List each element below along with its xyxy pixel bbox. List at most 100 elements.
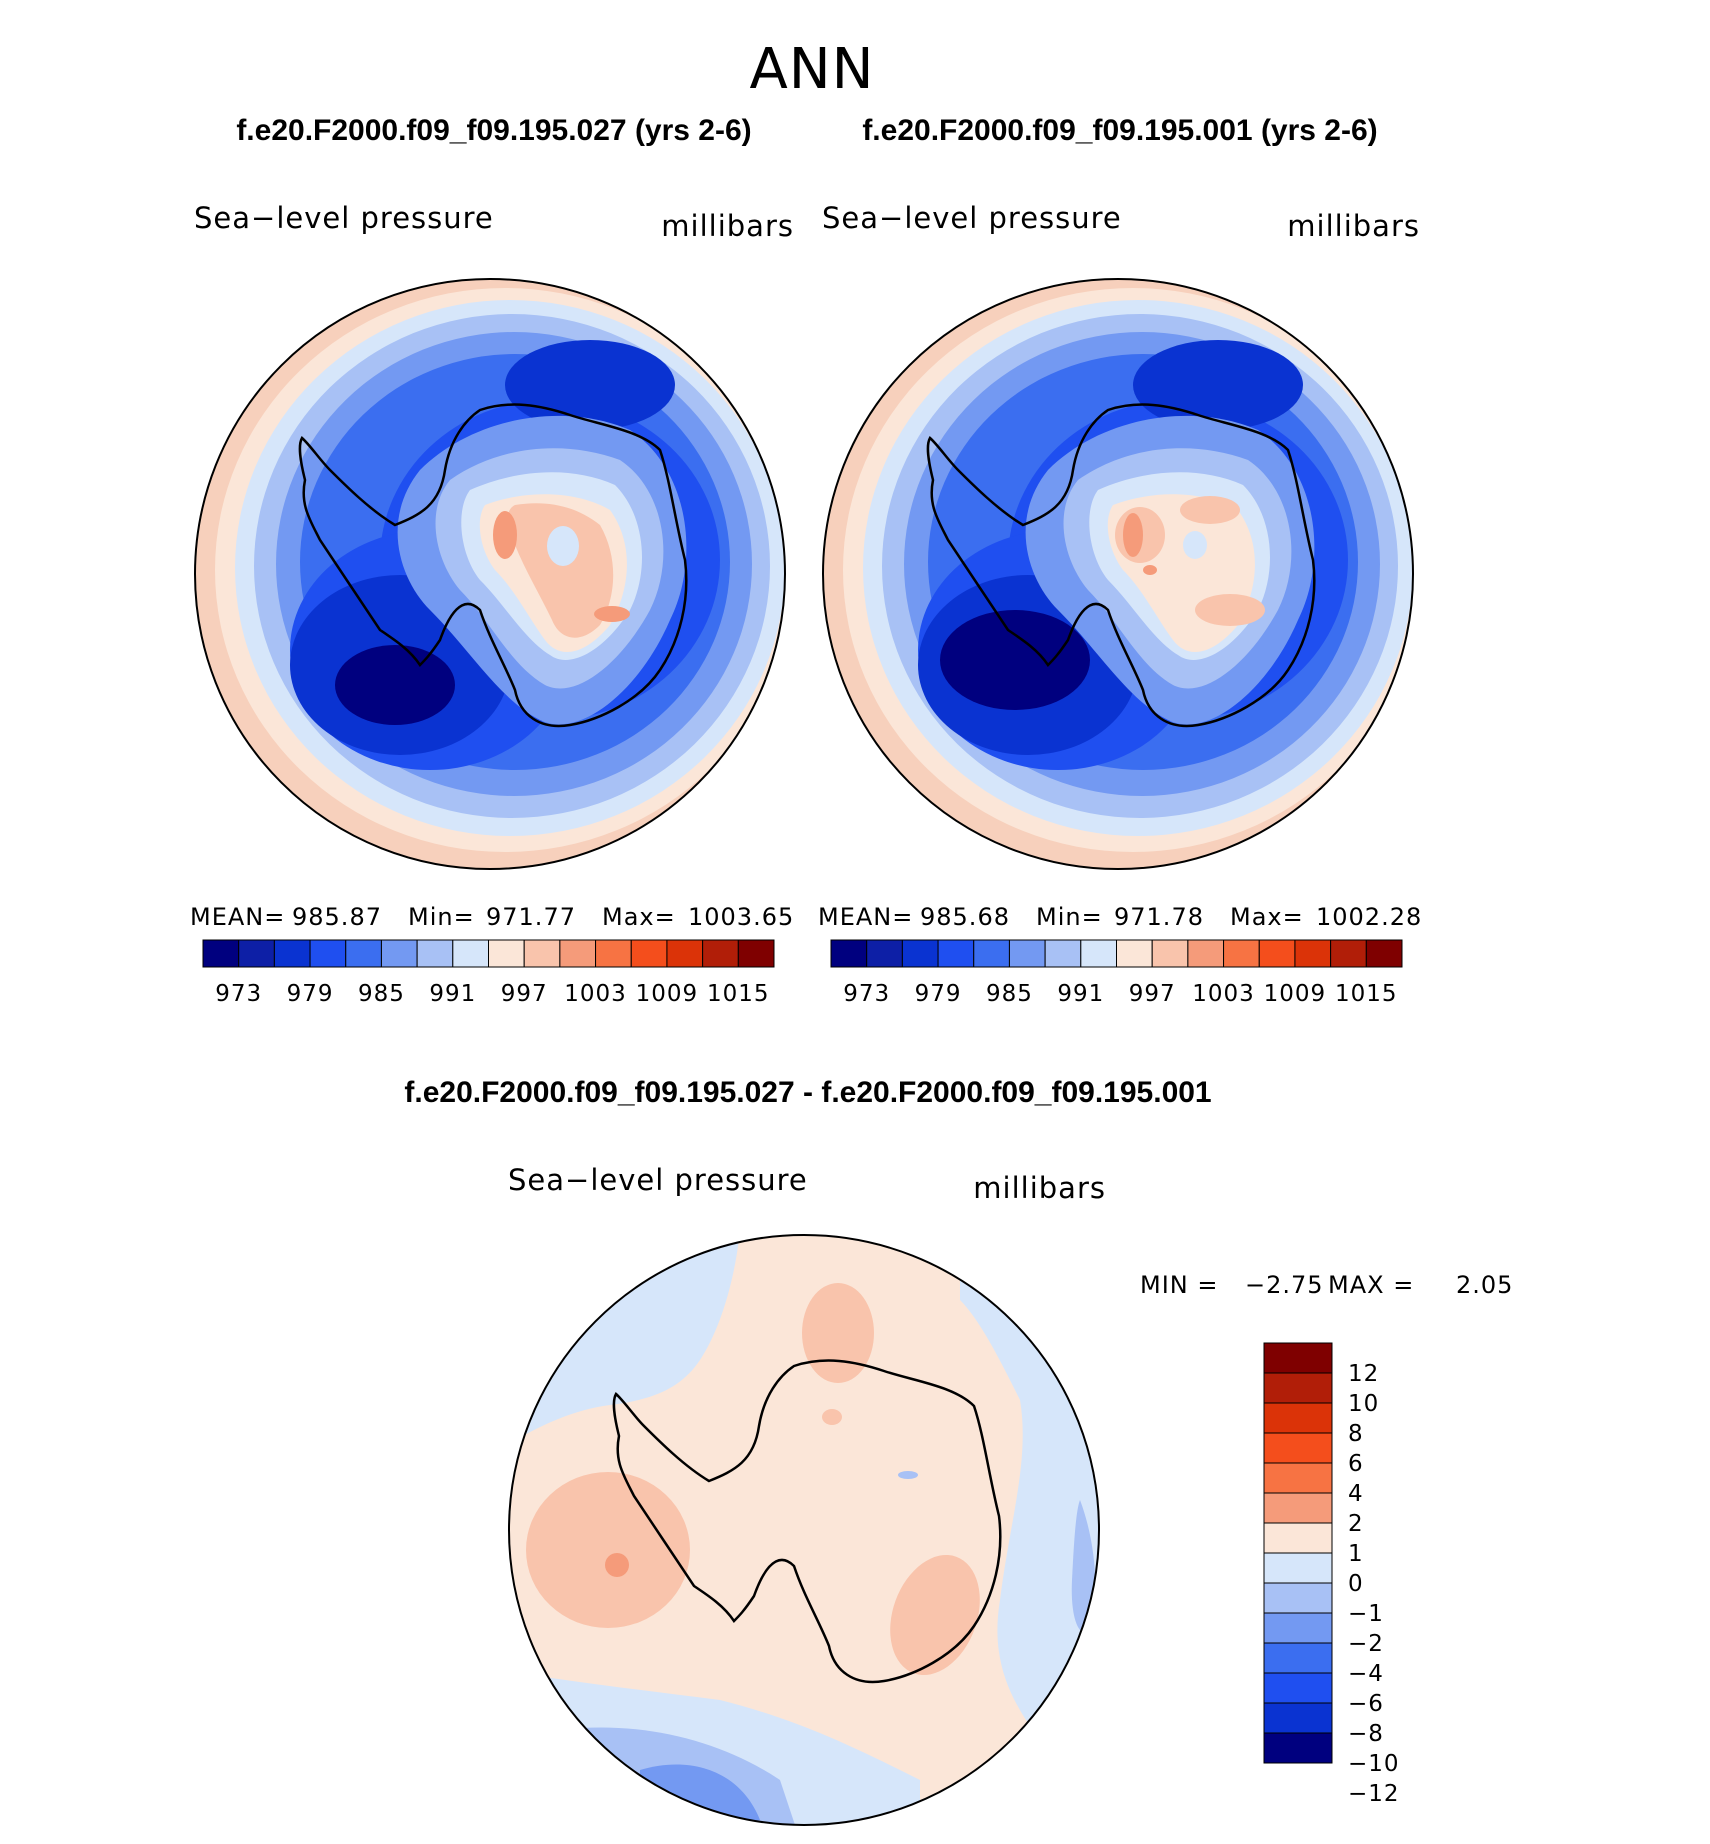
colorbar-left-swatch	[559, 939, 597, 968]
map-right-coastline	[926, 403, 1316, 728]
colorbar-difference-tick-label: −2	[1348, 1631, 1384, 1657]
colorbar-left-tick-label: 1009	[636, 981, 699, 1007]
season-title: ANN	[749, 37, 874, 102]
colorbar-difference-tick-label: 6	[1348, 1451, 1364, 1477]
panel-right-variable: Sea−level pressure	[822, 201, 1122, 235]
difference-title: f.e20.F2000.f09_f09.195.027 - f.e20.F200…	[404, 1076, 1211, 1109]
colorbar-right: 973 979 985 991 997 1003 1009 1015	[830, 939, 1403, 1007]
map-left	[195, 279, 785, 869]
panel-right-min-label: Min=	[1036, 903, 1103, 931]
colorbar-difference-swatch	[1263, 1522, 1333, 1554]
panel-left: f.e20.F2000.f09_f09.195.027 (yrs 2-6) Se…	[190, 114, 794, 1007]
colorbar-right-swatch	[1008, 939, 1046, 968]
colorbar-left-swatch	[666, 939, 704, 968]
colorbar-left-tick-label: 991	[429, 981, 476, 1007]
panel-left-mean: 985.87	[292, 903, 382, 931]
colorbar-right-swatch	[1044, 939, 1082, 968]
colorbar-left-swatch	[238, 939, 275, 968]
colorbar-right-swatch	[901, 939, 939, 968]
colorbar-left-swatch	[380, 939, 418, 968]
colorbar-right-swatch	[973, 939, 1010, 968]
colorbar-right-tick-label: 1009	[1264, 981, 1327, 1007]
colorbar-difference-swatch	[1263, 1432, 1333, 1464]
colorbar-left-tick-label: 1003	[564, 981, 627, 1007]
colorbar-difference-tick-label: −8	[1348, 1721, 1384, 1747]
colorbar-left-swatch	[488, 939, 525, 968]
colorbar-difference-tick-label: 8	[1348, 1421, 1364, 1447]
colorbar-right-swatch	[1223, 939, 1260, 968]
colorbar-difference-swatch	[1263, 1492, 1333, 1524]
colorbar-left-swatch	[273, 939, 311, 968]
colorbar-right-swatch	[1187, 939, 1225, 968]
colorbar-difference-swatch	[1263, 1612, 1333, 1644]
colorbar-right-tick-label: 997	[1129, 981, 1176, 1007]
colorbar-right-tick-label: 979	[915, 981, 962, 1007]
map-left-coastline	[298, 403, 688, 728]
colorbar-difference-tick-label: −10	[1348, 1751, 1400, 1777]
difference-min: −2.75	[1245, 1271, 1324, 1299]
panel-right: f.e20.F2000.f09_f09.195.001 (yrs 2-6) Se…	[818, 114, 1422, 1007]
map-right	[823, 279, 1413, 869]
map-difference-boundary	[508, 1234, 1100, 1826]
panel-right-units: millibars	[1287, 209, 1420, 243]
colorbar-right-swatch	[830, 939, 868, 968]
panel-left-max-label: Max=	[602, 903, 676, 931]
colorbar-right-swatch	[1294, 939, 1332, 968]
colorbar-difference-swatch	[1263, 1342, 1333, 1374]
colorbar-left-swatch	[416, 939, 454, 968]
colorbar-left-swatch	[630, 939, 668, 968]
colorbar-right-swatch	[937, 939, 975, 968]
panel-left-mean-label: MEAN=	[190, 903, 285, 931]
colorbar-difference-swatch	[1263, 1702, 1333, 1734]
colorbar-right-tick-label: 1015	[1335, 981, 1398, 1007]
colorbar-left-swatch	[345, 939, 382, 968]
panel-left-variable: Sea−level pressure	[194, 201, 494, 235]
colorbar-right-swatch	[1258, 939, 1296, 968]
colorbar-right-swatch	[1116, 939, 1153, 968]
colorbar-difference-swatch	[1263, 1642, 1333, 1674]
colorbar-difference-tick-label: 0	[1348, 1571, 1364, 1597]
colorbar-difference-swatch	[1263, 1552, 1333, 1584]
difference-variable: Sea−level pressure	[508, 1163, 808, 1197]
colorbar-left-tick-label: 985	[358, 981, 405, 1007]
colorbar-left-tick-label: 1015	[707, 981, 770, 1007]
colorbar-difference-swatch	[1263, 1582, 1333, 1614]
colorbar-difference-tick-label: 2	[1348, 1511, 1364, 1537]
colorbar-right-tick-label: 991	[1057, 981, 1104, 1007]
colorbar-left-tick-label: 973	[215, 981, 262, 1007]
colorbar-left-swatch	[309, 939, 347, 968]
colorbar-difference-tick-label: 10	[1348, 1391, 1379, 1417]
colorbar-difference-tick-label: −4	[1348, 1661, 1384, 1687]
colorbar-left-swatch	[452, 939, 489, 968]
colorbar-left-swatch	[737, 939, 775, 968]
map-right-boundary	[822, 278, 1414, 870]
colorbar-difference-tick-label: −6	[1348, 1691, 1384, 1717]
colorbar-difference-swatch	[1263, 1462, 1333, 1494]
panel-left-units: millibars	[661, 209, 794, 243]
difference-min-label: MIN =	[1140, 1271, 1218, 1299]
colorbar-difference-tick-label: 1	[1348, 1541, 1364, 1567]
panel-right-mean: 985.68	[920, 903, 1010, 931]
colorbar-right-swatch	[1365, 939, 1403, 968]
colorbar-difference-tick-label: 4	[1348, 1481, 1364, 1507]
colorbar-right-tick-label: 973	[843, 981, 890, 1007]
colorbar-left-swatch	[202, 939, 240, 968]
panel-right-max: 1002.28	[1316, 903, 1422, 931]
colorbar-difference-swatch	[1263, 1402, 1333, 1434]
colorbar-right-swatch	[1151, 939, 1189, 968]
colorbar-difference-swatch	[1263, 1672, 1333, 1704]
map-left-boundary	[194, 278, 786, 870]
colorbar-right-tick-label: 1003	[1192, 981, 1255, 1007]
colorbar-left: 973 979 985 991 997 1003 1009 1015	[202, 939, 775, 1007]
panel-left-max: 1003.65	[688, 903, 794, 931]
colorbar-difference-swatch	[1263, 1372, 1333, 1404]
panel-right-mean-label: MEAN=	[818, 903, 913, 931]
colorbar-left-swatch	[595, 939, 632, 968]
panel-right-max-label: Max=	[1230, 903, 1304, 931]
colorbar-difference-tick-label: 12	[1348, 1361, 1379, 1387]
panel-right-title: f.e20.F2000.f09_f09.195.001 (yrs 2-6)	[862, 114, 1377, 147]
colorbar-difference-tick-label: −1	[1348, 1601, 1384, 1627]
colorbar-right-swatch	[1080, 939, 1117, 968]
